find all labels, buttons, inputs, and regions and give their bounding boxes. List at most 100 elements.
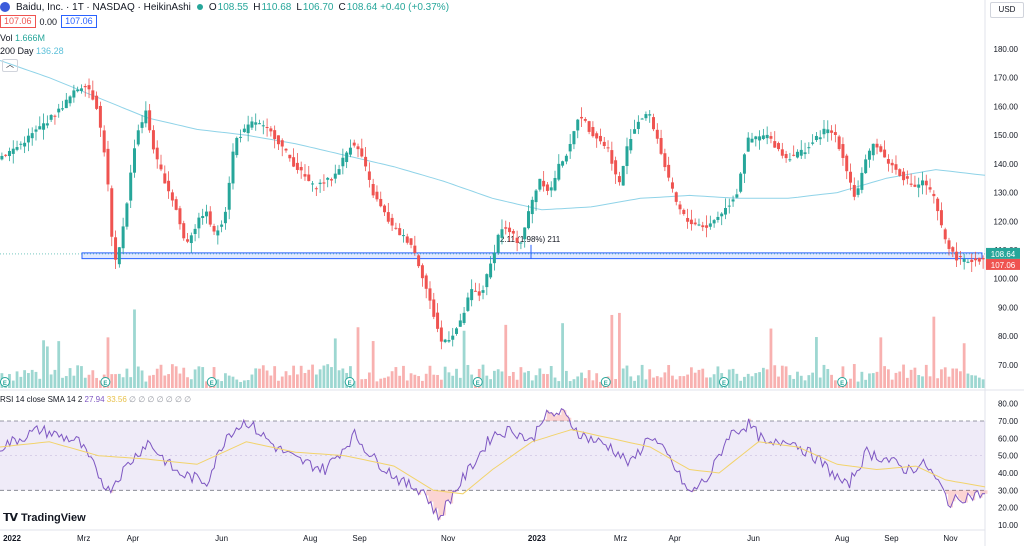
- candle-body: [792, 154, 796, 156]
- candle-body: [38, 126, 42, 130]
- candle-body: [132, 148, 136, 173]
- price-tick-label: 90.00: [998, 303, 1019, 312]
- candle-body: [655, 129, 659, 139]
- volume-bar: [45, 346, 49, 388]
- price-tick-label: 100.00: [994, 275, 1019, 284]
- candle-body: [360, 148, 364, 157]
- symbol-title[interactable]: Baidu, Inc. · 1T · NASDAQ · HeikinAshi: [16, 1, 191, 13]
- volume-bar: [701, 368, 705, 388]
- volume-bar: [402, 365, 405, 388]
- ohlc-key: L: [296, 1, 302, 13]
- candle-body: [723, 207, 727, 215]
- candle-body: [932, 193, 936, 197]
- volume-bar: [523, 372, 527, 388]
- collapse-legend-button[interactable]: ︿: [2, 59, 18, 72]
- candle-body: [333, 173, 337, 179]
- rsi-legend[interactable]: RSI 14 close SMA 14 2 27.94 33.56 ∅ ∅ ∅ …: [0, 395, 191, 404]
- volume-bar: [91, 370, 95, 388]
- volume-bar: [576, 376, 580, 388]
- candle-body: [667, 164, 671, 178]
- volume-bar: [549, 366, 553, 388]
- candle-body: [974, 258, 978, 261]
- volume-bar: [568, 381, 572, 388]
- candle-body: [890, 162, 894, 166]
- time-tick-label: Aug: [303, 534, 317, 543]
- volume-bar: [924, 364, 928, 388]
- price-tick-label: 150.00: [994, 131, 1019, 140]
- ma-value: 136.28: [36, 46, 64, 56]
- candle-body: [348, 147, 352, 155]
- candle-body: [621, 165, 625, 186]
- candle-body: [280, 140, 284, 147]
- ma-legend[interactable]: 200 Day 136.28: [0, 46, 64, 56]
- candle-body: [371, 184, 375, 196]
- candle-body: [970, 259, 974, 263]
- candle-body: [239, 136, 243, 138]
- candle-body: [803, 152, 807, 155]
- candle-body: [545, 184, 549, 191]
- volume-bar: [224, 373, 227, 388]
- tradingview-branding[interactable]: 𝗧𝗩 TradingView: [3, 511, 86, 525]
- candle-body: [625, 146, 629, 167]
- volume-bar: [220, 381, 224, 388]
- time-tick-label: 2023: [528, 534, 546, 543]
- volume-bar: [875, 371, 879, 388]
- time-tick-label: Jun: [747, 534, 760, 543]
- volume-bar: [314, 374, 318, 388]
- ohlc-value: 108.55: [217, 1, 249, 13]
- candle-body: [401, 235, 405, 237]
- volume-bar: [879, 337, 883, 388]
- price-tick-label: 140.00: [994, 160, 1019, 169]
- price-tick-label: 130.00: [994, 189, 1019, 198]
- candle-body: [955, 251, 959, 261]
- candle-body: [644, 114, 648, 119]
- candle-body: [189, 235, 193, 244]
- volume-bar: [379, 378, 383, 388]
- candle-body: [83, 86, 87, 88]
- rsi-sma-value: 33.56: [106, 395, 127, 404]
- volume-bar: [193, 369, 197, 388]
- earnings-marker-label: E: [103, 381, 107, 387]
- volume-bar: [383, 377, 386, 388]
- support-zone: [81, 252, 983, 260]
- candle-body: [250, 121, 254, 128]
- volume-bar: [330, 367, 333, 388]
- time-tick-label: Mrz: [614, 534, 627, 543]
- volume-bar: [212, 367, 216, 388]
- volume-bar: [811, 372, 815, 388]
- volume-bar: [754, 373, 758, 388]
- candle-body: [447, 340, 451, 342]
- volume-legend[interactable]: Vol 1.666M: [0, 33, 45, 43]
- candle-body: [841, 144, 845, 158]
- volume-bar: [337, 370, 341, 388]
- candle-body: [303, 174, 307, 177]
- candle-body: [947, 240, 951, 249]
- volume-bar: [648, 369, 652, 388]
- currency-selector[interactable]: USD: [990, 2, 1024, 18]
- volume-bar: [693, 372, 697, 388]
- candle-body: [761, 135, 765, 139]
- trade-boxes: 107.06 0.00 107.06: [0, 15, 97, 28]
- candle-body: [716, 216, 720, 220]
- volume-bar: [674, 379, 678, 388]
- volume-bar: [261, 365, 265, 388]
- candle-body: [470, 289, 474, 301]
- volume-bar: [943, 367, 947, 388]
- candle-body: [939, 210, 943, 226]
- candle-body: [394, 227, 398, 229]
- volume-bar: [360, 379, 364, 388]
- volume-bar: [561, 323, 564, 388]
- buy-price-button[interactable]: 107.06: [61, 15, 97, 28]
- sell-price-button[interactable]: 107.06: [0, 15, 36, 28]
- price-tick-label: 70.00: [998, 361, 1019, 370]
- candle-body: [504, 227, 508, 229]
- volume-bar: [470, 374, 474, 388]
- volume-bar: [731, 368, 735, 388]
- volume-bar: [515, 379, 519, 388]
- rsi-tick-label: 20.00: [998, 504, 1019, 513]
- candle-body: [295, 162, 299, 170]
- candle-body: [678, 204, 682, 210]
- candle-body: [852, 185, 856, 197]
- volume-bar: [155, 368, 159, 388]
